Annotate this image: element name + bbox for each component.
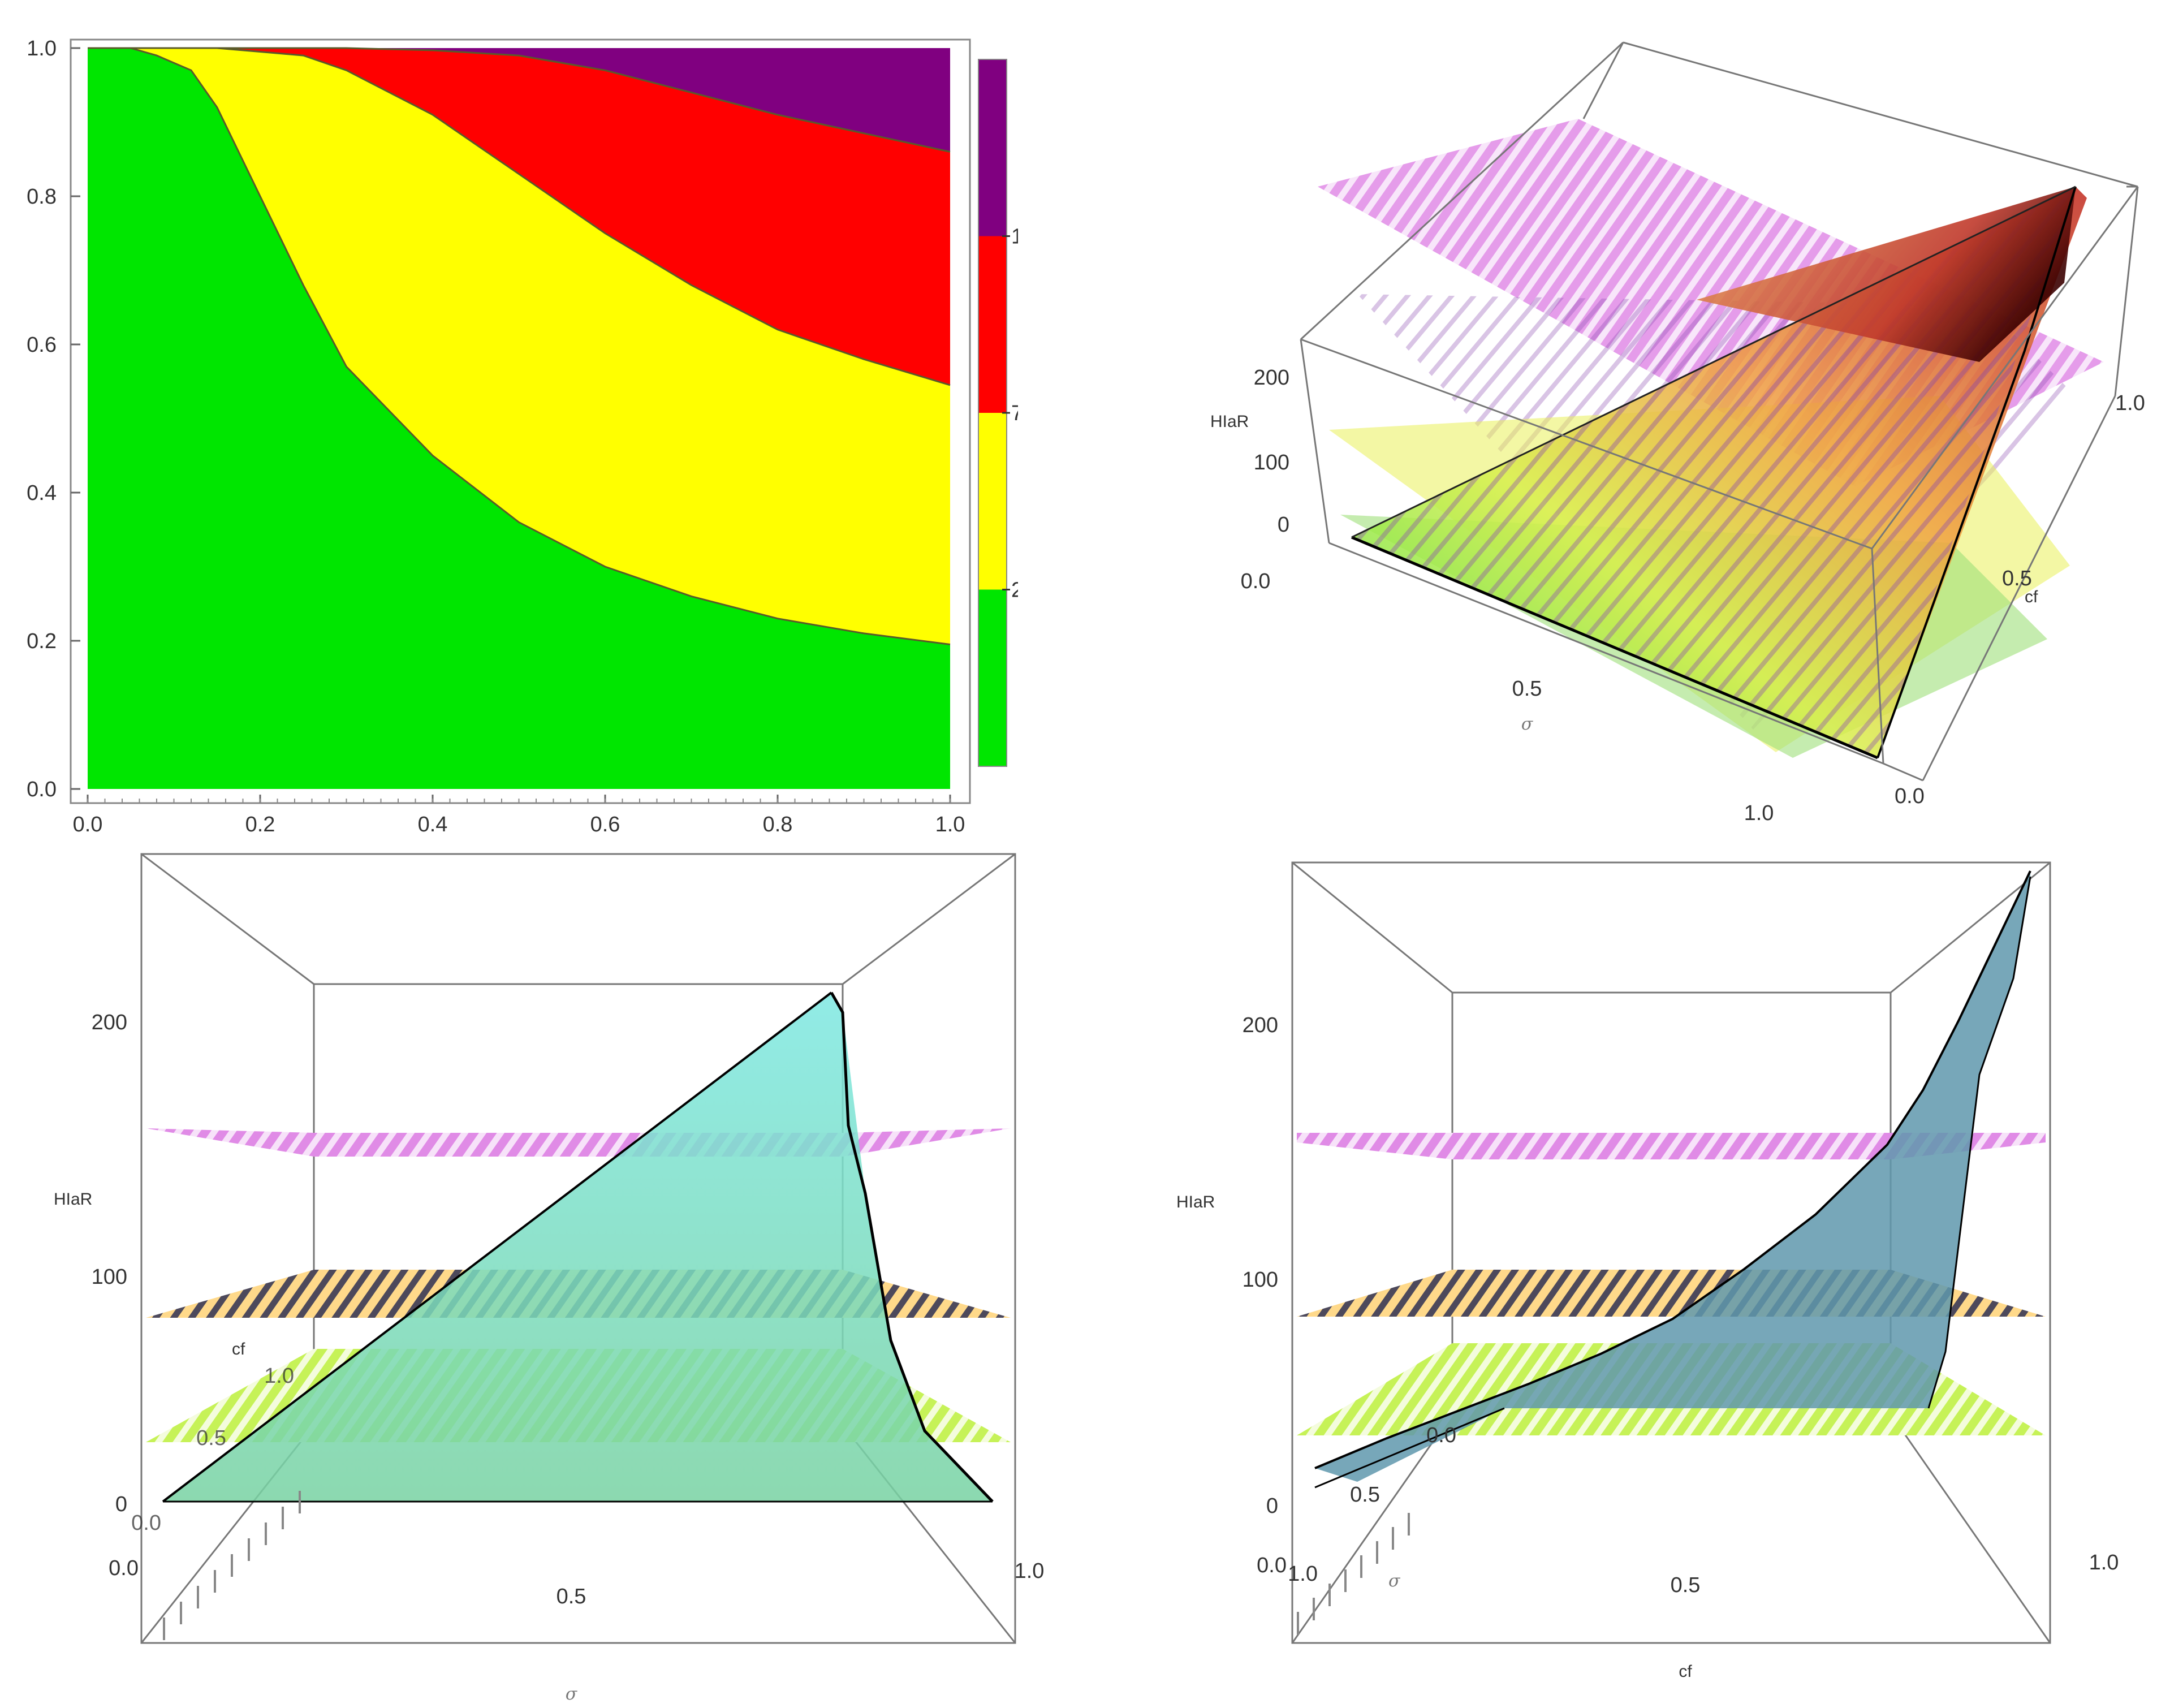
sigma-tick-label: 1.0 [1744,801,1774,825]
box-perspective-edge [1889,1413,2051,1644]
legend-band [978,236,1007,413]
z-tick-label: 0 [1266,1494,1278,1518]
region-plot: 0.0 0.2 0.4 0.6 0.8 1.0 0.0 0.2 0.4 0.6 0.8 1.0 25 75… [27,37,1018,836]
y-tick-label: 1.0 [27,37,57,61]
bounding-box-edge [1328,542,1884,765]
cf-axis-label: cf [1679,1662,1692,1681]
bounding-box-edge [1922,395,2116,781]
bounding-box-edge [1300,339,1330,544]
bounding-box-edge [1623,41,2138,188]
surface [163,993,993,1502]
bounding-box-edge [1883,762,1923,782]
sigma-tick-label: 1.0 [1288,1562,1318,1586]
sigma-tick-label: 0.5 [1512,677,1542,701]
x-tick-label: 0.4 [418,813,448,836]
bounding-box-edge [1871,548,1884,764]
sigma-tick-label: 1.0 [1015,1559,1045,1583]
legend-label: 75 [1011,402,1018,425]
surface-edge-top [1351,186,2076,538]
sigma-tick-label: 0.5 [1350,1483,1380,1507]
box-perspective-edge [1292,861,1453,994]
cf-tick-label: 0.5 [2002,567,2032,590]
surface-oblique-plot: HIaR 0 100 200 0.0 0.5 1.0 σ 0.0 0.5 1.0 cf [1210,41,2145,825]
sigma-axis-label: σ [1521,714,1534,734]
x-tick-label: 0.2 [245,813,275,836]
outer-box [1291,861,2051,1644]
bounding-box-edge [1582,42,1624,119]
z-axis-label: HIaR [54,1190,92,1209]
z-tick-label: 0 [1278,513,1289,537]
surface-front-sigma-plot: HIaR 0 100 200 0.0 0.5 1.0 σ 0.0 0.5 1.0 cf [54,853,1045,1704]
y-tick-label: 0.0 [27,778,57,801]
plot-frame [70,38,971,804]
surface-edge-curve [830,991,994,1503]
surface-front-cf-plot: HIaR 0 100 200 0.0 0.5 1.0 cf 1.0 0.5 0.0 σ [1176,861,2119,1681]
z-tick-label: 0 [115,1493,127,1516]
sigma-axis-label: σ [566,1684,578,1704]
sigma-tick-label: 0.0 [1241,570,1271,593]
cf-tick-label: 1.0 [2089,1551,2119,1575]
z-tick-label: 100 [92,1265,127,1289]
sigma-tick-label: 0.5 [556,1585,586,1608]
legend-label: 150 [1011,225,1018,249]
region-plot-panel: 0.0 0.2 0.4 0.6 0.8 1.0 0.0 0.2 0.4 0.6 0.8 1.0 25 75… [0,0,1018,843]
cf-axis-label: cf [2025,588,2038,606]
y-tick-label: 0.6 [27,333,57,357]
z-tick-label: 100 [1243,1268,1278,1292]
bounding-box-edge [1871,186,2139,549]
x-tick-label: 0.6 [590,813,620,836]
legend-label: 25 [1011,579,1018,602]
cf-tick-label: 1.0 [264,1364,294,1388]
cf-axis-label: cf [232,1340,245,1358]
legend-band [978,59,1007,236]
sigma-axis-label: σ [1388,1571,1401,1591]
outer-box [140,853,1016,1644]
y-tick-label: 0.2 [27,629,57,653]
surface-edge-low [1314,1407,1505,1489]
cf-tick-label: 1.0 [2115,391,2145,415]
plane-150 [1297,1133,2046,1159]
x-tick-label: 1.0 [935,813,965,836]
legend-band [978,413,1007,590]
x-tick-label: 0.0 [73,813,103,836]
bounding-box-edge [1300,41,1624,340]
sigma-tick-label: 0.0 [109,1556,139,1580]
cf-tick-label: 0.0 [131,1511,161,1535]
legend-band [978,589,1007,766]
y-tick-label: 0.8 [27,185,57,209]
surface-oblique-panel: HIaR 0 100 200 0.0 0.5 1.0 σ 0.0 0.5 1.0 cf [1188,0,2157,843]
surface [1315,871,2030,1482]
surface-edge-side [1876,186,2077,758]
y-tick-label: 0.4 [27,481,57,505]
surface-edge-back [1927,876,2031,1409]
surface-edge-curve [1314,870,2031,1469]
cf-tick-label: 0.0 [1257,1554,1287,1577]
contour-line-150 [88,47,951,153]
z-tick-label: 200 [92,1011,127,1034]
box-perspective-edge [842,853,1016,985]
box-perspective-edge [1291,1413,1453,1644]
surface-edge-diagonal [162,991,832,1503]
z-axis-label: HIaR [1176,1193,1215,1211]
z-tick-label: 200 [1243,1013,1278,1037]
surface-peak [1697,187,2076,362]
cf-tick-label: 0.5 [1671,1573,1701,1597]
bounding-box-edge [1300,338,1873,550]
surface-front-cf-panel: HIaR 0 100 200 0.0 0.5 1.0 cf 1.0 0.5 0.0 σ [1075,843,2157,1708]
surface-front-sigma-panel: HIaR 0 100 200 0.0 0.5 1.0 σ 0.0 0.5 1.0 cf [0,843,1075,1708]
box-perspective-edge [141,853,314,985]
z-tick-label: 200 [1254,366,1289,390]
z-axis-label: HIaR [1210,412,1249,431]
bounding-box-edge [2114,186,2139,396]
cf-tick-label: 0.5 [196,1426,226,1450]
region-green [88,48,950,789]
surface-edge-front [1351,536,1878,760]
cf-tick-label: 0.0 [1895,784,1925,808]
x-tick-label: 0.8 [763,813,793,836]
plane-150 [146,1128,1011,1157]
sigma-tick-label: 0.0 [1426,1424,1456,1447]
z-tick-label: 100 [1254,451,1289,475]
contour-line-25 [88,47,951,645]
